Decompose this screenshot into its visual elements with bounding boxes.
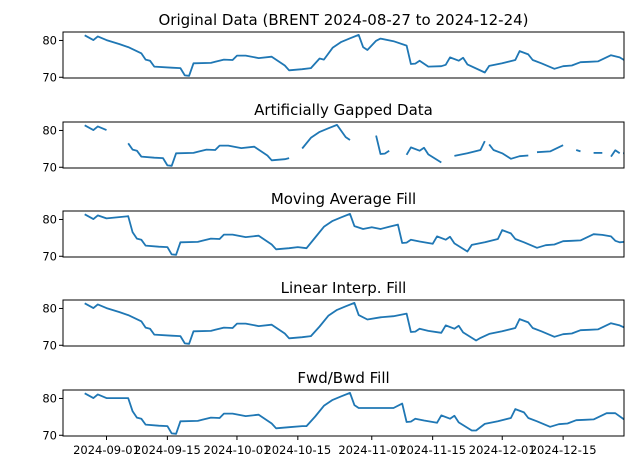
x-tick-label: 2024-09-01 [73, 443, 140, 457]
series-line [84, 213, 624, 256]
series-group [84, 392, 624, 435]
y-tick-label: 80 [42, 123, 57, 137]
axes-frame [62, 210, 625, 258]
x-tick-label: 2024-12-01 [469, 443, 536, 457]
panel-title: Original Data (BRENT 2024-08-27 to 2024-… [158, 11, 528, 29]
panel-title: Linear Interp. Fill [281, 279, 407, 297]
series-group [84, 124, 624, 167]
x-tick-label: 2024-11-15 [399, 443, 466, 457]
panel-title: Artificially Gapped Data [254, 101, 433, 119]
series-line [536, 144, 564, 154]
series-line [405, 146, 442, 164]
panel-4: Linear Interp. Fill 70 80 [42, 279, 625, 352]
y-tick-label: 80 [42, 301, 57, 315]
y-tick-label: 80 [42, 33, 57, 47]
axes-frame [62, 31, 625, 79]
series-line [301, 124, 351, 150]
series-line [454, 140, 486, 157]
series-line [375, 135, 390, 155]
x-tick-label: 2024-12-15 [530, 443, 597, 457]
axes-frame [62, 299, 625, 347]
y-tick-label: 70 [42, 160, 57, 174]
series-line [84, 302, 624, 345]
axes-frame [62, 121, 625, 169]
y-tick-label: 80 [42, 212, 57, 226]
y-tick-label: 70 [42, 428, 57, 442]
panel-1: Original Data (BRENT 2024-08-27 to 2024-… [42, 11, 625, 84]
y-tick-label: 80 [42, 391, 57, 405]
axes-frame [62, 389, 625, 437]
y-tick-label: 70 [42, 249, 57, 263]
x-tick-label: 2024-09-15 [134, 443, 201, 457]
series-line [575, 149, 581, 153]
series-group [84, 34, 624, 77]
panel-title: Fwd/Bwd Fill [297, 369, 389, 387]
x-tick-label: 2024-10-15 [264, 443, 331, 457]
series-line [84, 392, 624, 435]
y-tick-label: 70 [42, 338, 57, 352]
y-tick-label: 70 [42, 70, 57, 84]
x-tick-label: 2024-11-01 [338, 443, 405, 457]
series-group [84, 213, 624, 256]
series-line [488, 143, 529, 160]
panel-3: Moving Average Fill 70 80 [42, 190, 625, 263]
series-group [84, 302, 624, 345]
series-line [84, 34, 624, 77]
panel-title: Moving Average Fill [271, 190, 416, 208]
series-line [127, 142, 290, 167]
panel-2: Artificially Gapped Data 70 80 [42, 101, 625, 174]
series-line [610, 149, 621, 158]
x-tick-label: 2024-10-01 [204, 443, 271, 457]
series-line [84, 124, 107, 131]
